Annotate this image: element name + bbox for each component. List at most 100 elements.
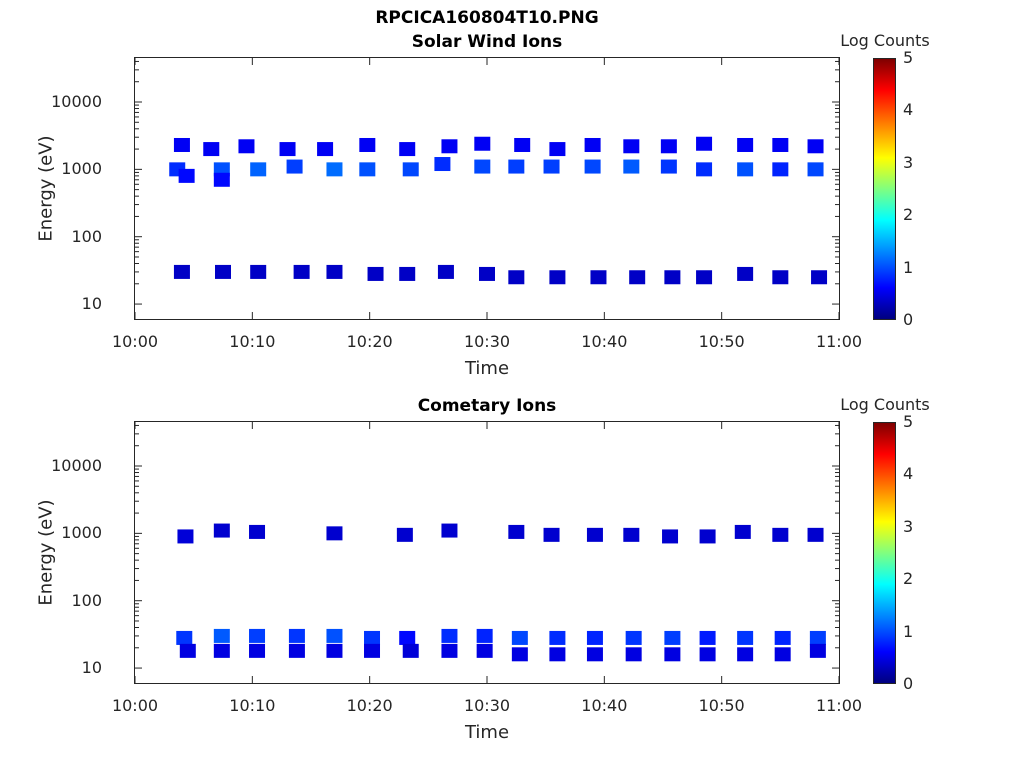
heatmap-cell xyxy=(474,159,491,174)
y-axis-label: Energy (eV) xyxy=(35,499,57,606)
x-tick-label: 10:20 xyxy=(346,332,393,351)
heatmap-cell xyxy=(696,162,713,177)
heatmap-cell xyxy=(326,526,343,541)
x-tick-label: 10:10 xyxy=(229,332,276,351)
x-tick-label: 10:40 xyxy=(581,332,628,351)
heatmap-cell xyxy=(326,264,343,279)
heatmap-cell xyxy=(359,162,376,177)
heatmap-cell xyxy=(511,647,528,662)
heatmap-cell xyxy=(213,628,230,643)
colorbar-tick-label: 2 xyxy=(903,569,914,589)
heatmap-cell xyxy=(699,630,716,645)
heatmap-cell xyxy=(250,162,267,177)
heatmap-cell xyxy=(809,630,826,645)
x-tick-label: 11:00 xyxy=(815,332,863,351)
y-axis-label: Energy (eV) xyxy=(35,135,57,242)
x-tick-label: 10:30 xyxy=(463,332,511,351)
colorbar-tick-label: 3 xyxy=(903,516,914,536)
panel-title: Solar Wind Ions xyxy=(411,32,563,52)
heatmap-cell xyxy=(317,142,334,157)
x-tick-label: 10:30 xyxy=(463,696,511,715)
colorbar xyxy=(873,58,896,320)
heatmap-cell xyxy=(664,630,681,645)
heatmap-cell xyxy=(508,524,525,539)
heatmap-cell xyxy=(359,137,376,152)
figure-title: RPCICA160804T10.PNG xyxy=(375,8,599,28)
heatmap-cell xyxy=(288,643,305,658)
colorbar-tick-label: 5 xyxy=(903,412,914,431)
heatmap-cell xyxy=(811,270,828,285)
x-tick-label: 10:00 xyxy=(111,332,159,351)
y-tick-label: 100 xyxy=(71,590,102,610)
colorbar-tick-label: 1 xyxy=(903,257,914,277)
heatmap-cell xyxy=(203,142,220,157)
x-axis-label: Time xyxy=(464,358,510,379)
x-tick-label: 11:00 xyxy=(815,696,863,715)
heatmap-cell xyxy=(293,264,310,279)
heatmap-cell xyxy=(629,270,646,285)
heatmap-cell xyxy=(326,162,343,177)
heatmap-cell xyxy=(367,266,384,281)
heatmap-cell xyxy=(772,137,789,152)
heatmap-cell xyxy=(549,630,566,645)
heatmap-cell xyxy=(514,137,531,152)
heatmap-cell xyxy=(543,527,560,542)
heatmap-cell xyxy=(734,524,751,539)
y-tick-label: 1000 xyxy=(61,159,102,179)
heatmap-cell xyxy=(238,139,255,154)
colorbar-tick-label: 0 xyxy=(903,310,914,329)
y-tick-label: 1000 xyxy=(61,523,102,543)
heatmap-cell xyxy=(508,159,525,174)
panel-title: Cometary Ions xyxy=(417,396,557,416)
heatmap-cell xyxy=(664,270,681,285)
heatmap-cell xyxy=(286,159,303,174)
heatmap-cell xyxy=(179,643,196,658)
heatmap-cell xyxy=(737,162,754,177)
heatmap-cell xyxy=(809,643,826,658)
heatmap-cell xyxy=(696,136,713,151)
heatmap-cell xyxy=(699,647,716,662)
heatmap-cell xyxy=(584,137,601,152)
heatmap-cell xyxy=(623,159,640,174)
heatmap-cell xyxy=(434,157,451,172)
heatmap-cell xyxy=(807,527,824,542)
heatmap-cell xyxy=(660,159,677,174)
heatmap-cell xyxy=(737,137,754,152)
heatmap-cell xyxy=(699,529,716,544)
heatmap-cell xyxy=(807,139,824,154)
heatmap-cell xyxy=(364,630,381,645)
heatmap-cell xyxy=(364,643,381,658)
x-tick-label: 10:10 xyxy=(229,696,276,715)
heatmap-cell xyxy=(213,643,230,658)
heatmap-cell xyxy=(772,270,789,285)
heatmap-cell xyxy=(772,162,789,177)
heatmap-cell xyxy=(737,266,754,281)
heatmap-cell xyxy=(173,264,190,279)
heatmap-cell xyxy=(660,139,677,154)
heatmap-cell xyxy=(441,523,458,538)
heatmap-cell xyxy=(774,630,791,645)
heatmap-cell xyxy=(474,136,491,151)
heatmap-cell xyxy=(441,139,458,154)
heatmap-cell xyxy=(774,647,791,662)
heatmap-cell xyxy=(807,162,824,177)
heatmap-cell xyxy=(623,527,640,542)
heatmap-cell xyxy=(178,168,195,183)
heatmap-cell xyxy=(476,628,493,643)
heatmap-axes xyxy=(134,421,840,684)
heatmap-cell xyxy=(543,159,560,174)
x-tick-label: 10:50 xyxy=(698,696,745,715)
heatmap-axes xyxy=(134,57,840,320)
colorbar-tick-label: 1 xyxy=(903,621,914,641)
heatmap-plot xyxy=(135,58,839,319)
heatmap-cell xyxy=(176,630,193,645)
heatmap-cell xyxy=(549,647,566,662)
heatmap-cell xyxy=(177,529,194,544)
heatmap-cell xyxy=(549,270,566,285)
y-tick-label: 10000 xyxy=(51,455,102,475)
y-tick-label: 10 xyxy=(81,294,102,314)
heatmap-cell xyxy=(586,527,603,542)
y-tick-label: 100 xyxy=(71,226,102,246)
heatmap-cell xyxy=(279,142,296,157)
heatmap-cell xyxy=(584,159,601,174)
